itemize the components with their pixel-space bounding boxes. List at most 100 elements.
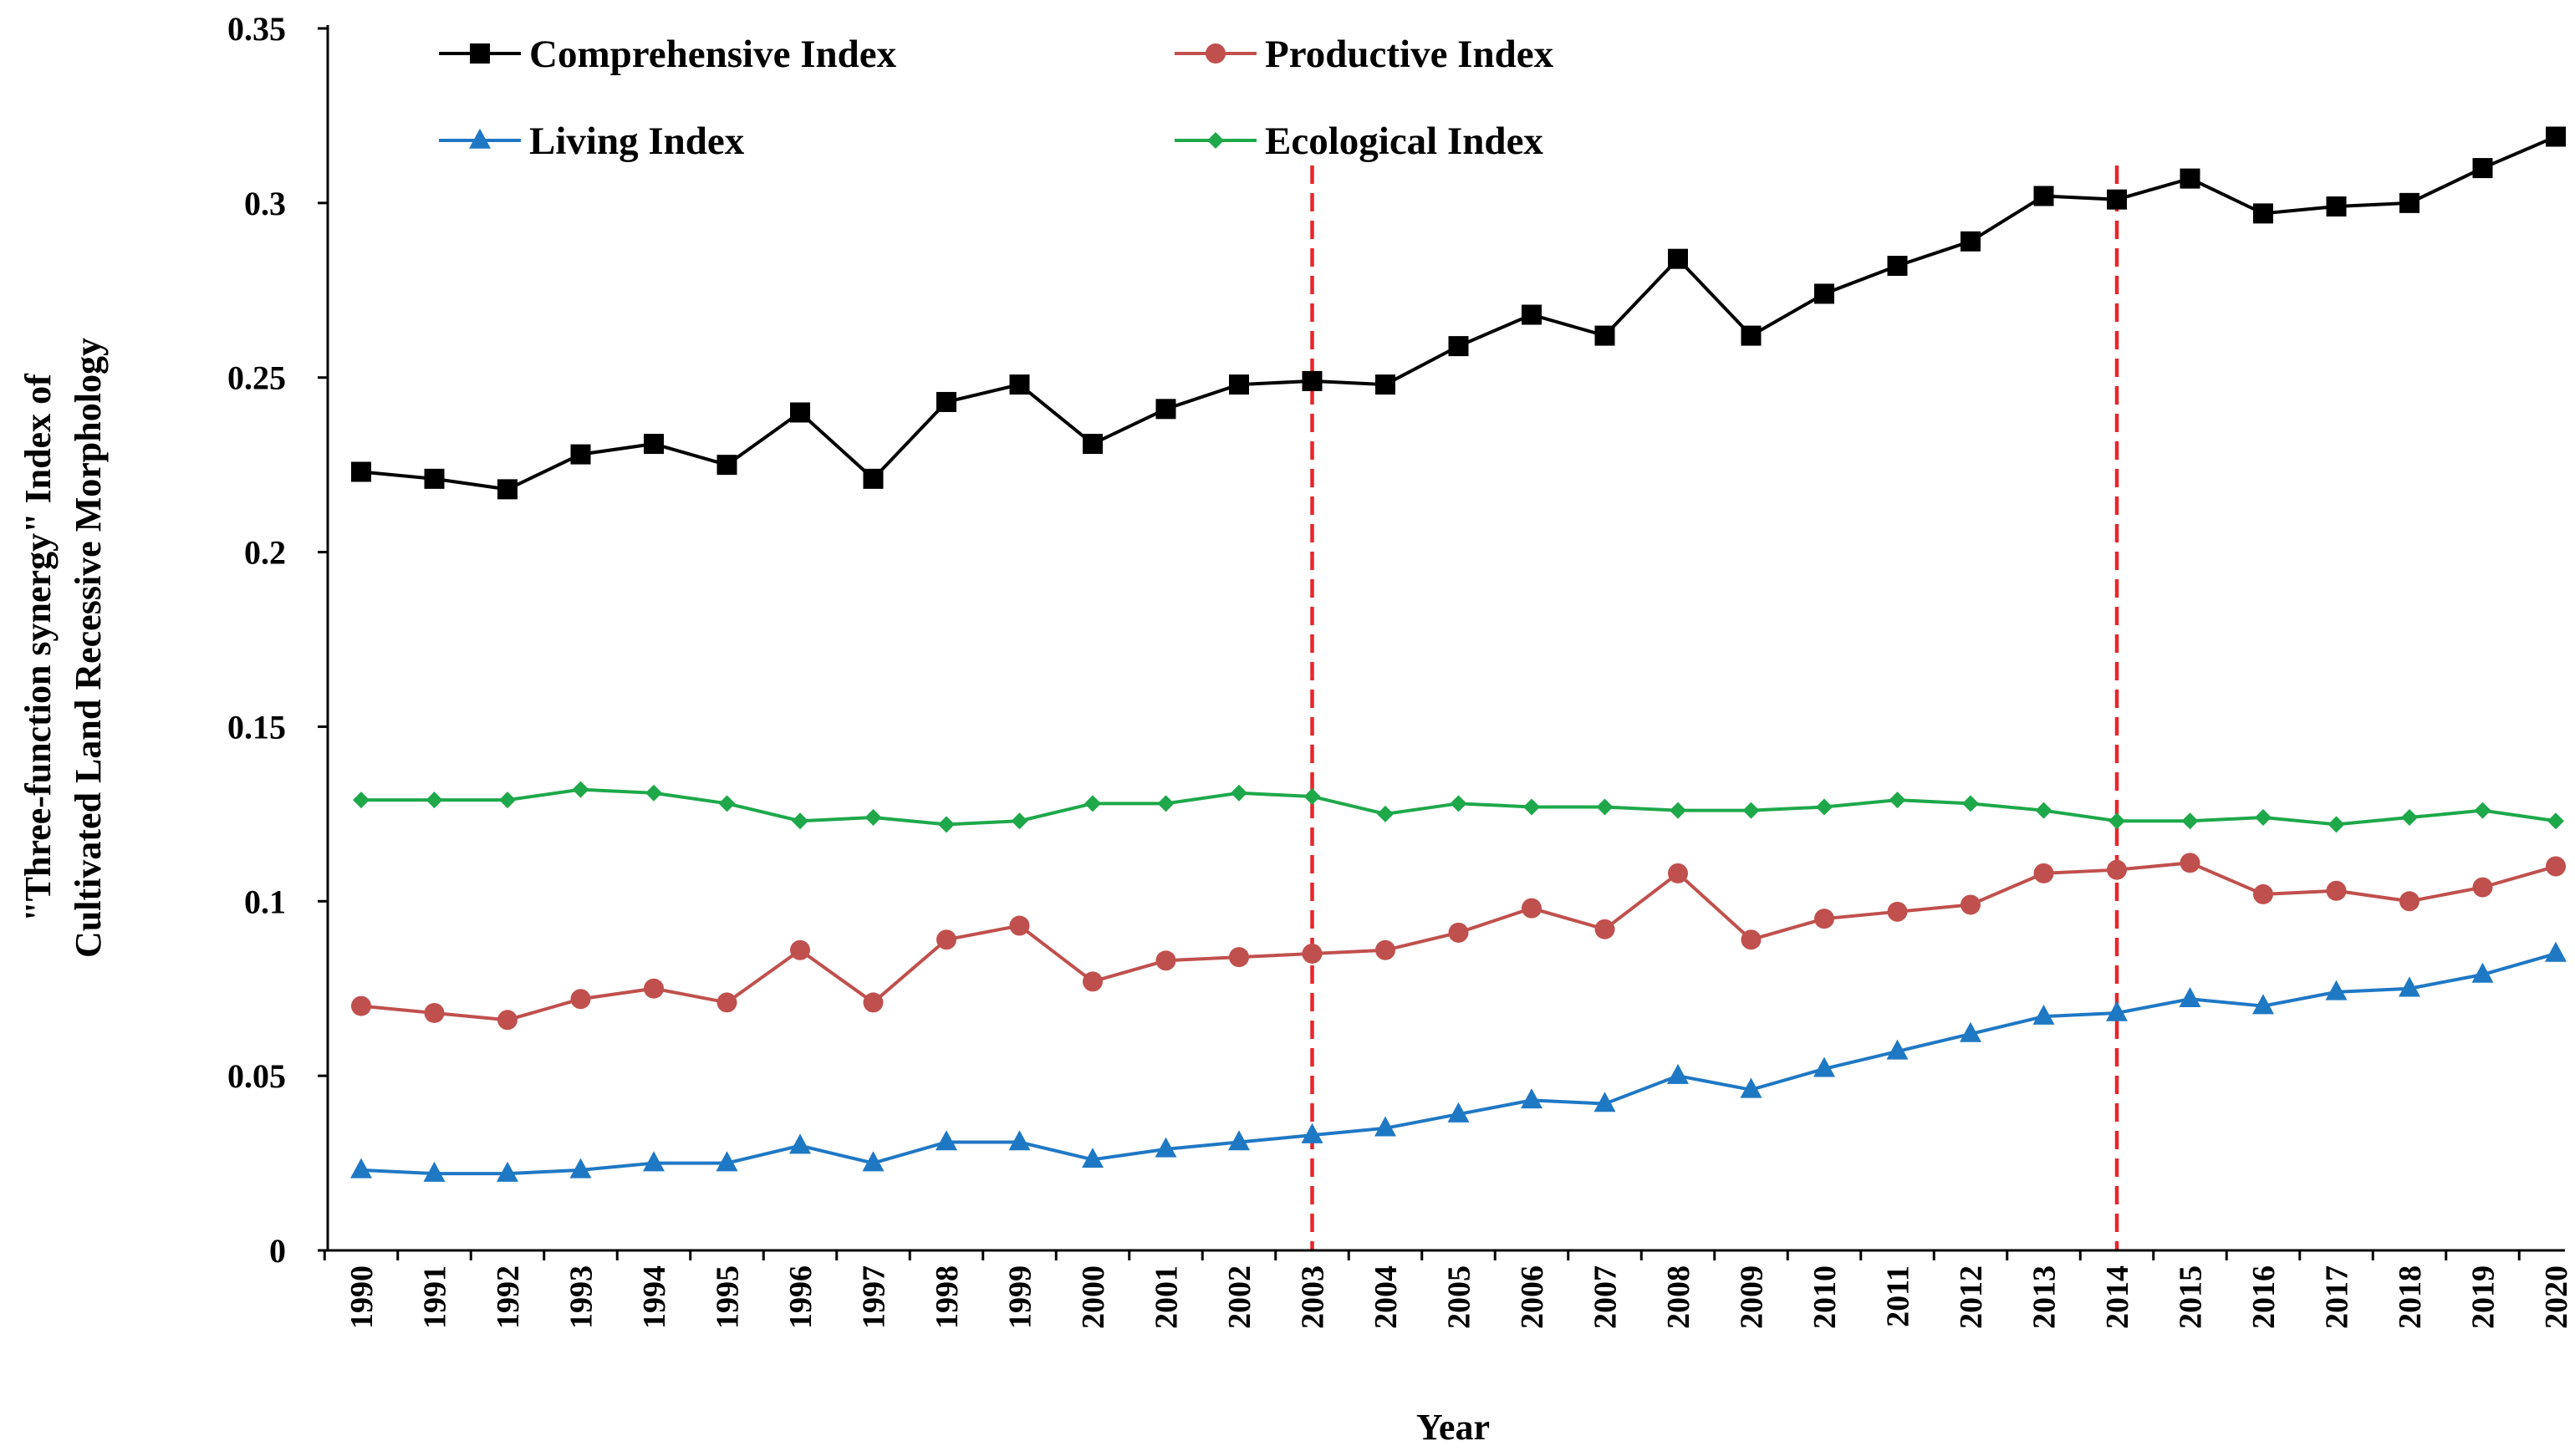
data-point-square	[1961, 231, 1981, 252]
reference-lines	[1310, 165, 2119, 1250]
data-point-circle	[497, 1010, 518, 1031]
series-line	[360, 952, 2557, 1176]
data-point-square	[1887, 256, 1908, 277]
data-point-diamond	[718, 795, 736, 812]
y-axis-title-line2: Cultivated Land Recessive Morphology	[68, 338, 109, 958]
data-point-triangle	[1447, 1102, 1470, 1123]
x-tick-label: 2001	[1150, 1265, 1185, 1329]
data-point-diamond	[1231, 784, 1247, 802]
x-tick-label: 2003	[1296, 1265, 1331, 1329]
x-tick-label: 1993	[564, 1265, 599, 1329]
data-point-triangle	[2325, 980, 2348, 1000]
data-point-circle	[351, 995, 371, 1016]
data-point-triangle	[350, 1158, 372, 1179]
data-point-triangle	[1886, 1039, 1909, 1060]
data-point-diamond	[1011, 812, 1028, 830]
legend-label: Living Index	[529, 120, 745, 163]
data-point-circle	[2399, 891, 2419, 912]
data-point-diamond	[2474, 802, 2491, 819]
legend-item: Ecological Index	[1175, 120, 1543, 163]
data-point-diamond	[572, 781, 589, 798]
x-tick-label: 2010	[1808, 1265, 1843, 1329]
series-layer	[350, 126, 2567, 1182]
data-point-square	[1009, 374, 1030, 395]
data-point-circle	[1594, 919, 1615, 939]
data-point-circle	[570, 989, 591, 1010]
data-point-diamond	[1962, 795, 1979, 812]
data-point-square	[2326, 196, 2347, 217]
x-tick-label: 1995	[711, 1265, 746, 1329]
legend-item: Comprehensive Index	[439, 33, 897, 76]
data-point-diamond	[1816, 798, 1833, 816]
data-point-triangle	[1155, 1137, 1177, 1158]
y-tick-label: 0.25	[227, 359, 286, 397]
data-point-diamond	[1303, 787, 1321, 805]
data-point-triangle	[497, 1161, 518, 1182]
y-tick-label: 0.1	[244, 883, 286, 920]
x-tick-label: 2006	[1515, 1265, 1550, 1329]
data-point-circle	[1522, 898, 1542, 919]
x-tick-label: 2017	[2320, 1265, 2355, 1329]
data-point-triangle	[2032, 1004, 2055, 1025]
data-point-triangle	[569, 1158, 592, 1179]
data-point-triangle	[2106, 1000, 2128, 1021]
data-point-triangle	[936, 1130, 957, 1151]
x-tick-label: 1992	[491, 1265, 526, 1329]
data-point-square	[351, 461, 371, 482]
data-point-diamond	[499, 792, 516, 809]
data-point-triangle	[1960, 1021, 1981, 1042]
x-tick-label: 2007	[1588, 1265, 1624, 1329]
data-point-circle	[644, 978, 664, 999]
data-point-circle	[424, 1002, 445, 1023]
data-point-circle	[936, 929, 956, 950]
data-point-square	[424, 468, 445, 489]
data-point-circle	[2546, 856, 2566, 877]
data-point-triangle	[423, 1161, 446, 1182]
data-point-circle	[2472, 877, 2493, 898]
data-point-circle	[716, 992, 737, 1013]
y-tick-label: 0.3	[244, 185, 286, 222]
data-point-square	[716, 455, 737, 476]
data-point-diamond	[2035, 802, 2052, 819]
data-point-square	[1229, 374, 1249, 395]
x-tick-label: 1996	[783, 1265, 818, 1329]
x-tick-label: 2002	[1222, 1265, 1257, 1329]
data-point-diamond	[2108, 812, 2125, 830]
x-tick-label: 1998	[930, 1265, 965, 1329]
data-point-triangle	[1228, 1130, 1250, 1151]
x-tick-label: 2020	[2539, 1265, 2574, 1329]
x-axis-title: Year	[1416, 1407, 1490, 1448]
data-point-circle	[1741, 929, 1762, 950]
data-point-circle	[1448, 922, 1469, 943]
data-point-square	[1155, 399, 1176, 420]
data-point-circle	[2107, 859, 2127, 880]
x-tick-label: 1991	[418, 1265, 453, 1329]
x-tick-label: 1994	[637, 1265, 672, 1329]
data-point-diamond	[2401, 809, 2418, 827]
data-point-square	[1522, 304, 1542, 325]
data-point-diamond	[1157, 795, 1175, 812]
y-tick-label: 0.05	[227, 1057, 286, 1095]
data-point-circle	[790, 939, 810, 960]
data-point-diamond	[353, 792, 370, 809]
data-point-square	[1668, 248, 1688, 269]
data-point-diamond	[792, 812, 808, 830]
data-point-circle	[1814, 909, 1834, 929]
data-point-circle	[2253, 883, 2273, 904]
data-point-square	[1302, 370, 1323, 391]
data-point-diamond	[1523, 798, 1540, 816]
data-point-square	[1741, 325, 1762, 346]
data-point-triangle	[2471, 962, 2494, 983]
data-point-triangle	[2399, 976, 2420, 997]
x-tick-label: 2011	[1881, 1265, 1916, 1327]
data-point-diamond	[426, 792, 443, 809]
data-point-circle	[1668, 863, 1688, 883]
data-point-diamond	[2328, 816, 2345, 833]
data-point-triangle	[2545, 941, 2567, 962]
data-point-circle	[2033, 863, 2054, 883]
data-point-diamond	[2547, 812, 2564, 830]
data-point-triangle	[1667, 1063, 1689, 1084]
data-point-square	[1594, 325, 1615, 346]
data-point-circle	[1206, 43, 1226, 64]
